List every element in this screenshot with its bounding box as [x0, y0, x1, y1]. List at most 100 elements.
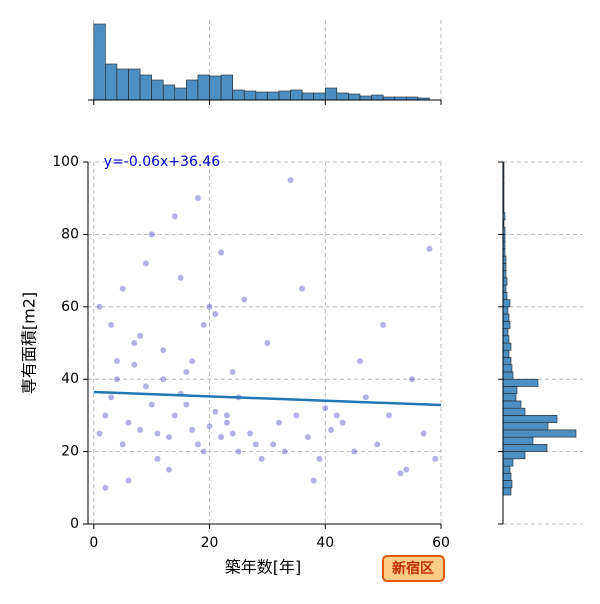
scatter-point [252, 440, 260, 448]
scatter-point [431, 455, 439, 463]
scatter-point [362, 393, 370, 401]
scatter-point [148, 401, 156, 408]
scatter-point [240, 296, 248, 304]
scatter-point [206, 303, 213, 311]
right-hist-bar [502, 277, 508, 286]
scatter-point [194, 194, 202, 202]
scatter-point [200, 448, 208, 456]
scatter-point [119, 440, 127, 448]
scatter-point [379, 321, 387, 329]
scatter-point [217, 249, 225, 256]
right-hist-bar [502, 299, 511, 308]
right-hist-bar [502, 320, 511, 329]
scatter-point [107, 393, 115, 401]
scatter-point [206, 422, 213, 430]
scatter-point [113, 357, 121, 365]
top-hist-bar [336, 92, 349, 101]
right-hist-bar [502, 313, 510, 322]
scatter-point [263, 339, 271, 347]
top-hist-bar [359, 95, 372, 101]
right-hist-bar [502, 393, 517, 402]
scatter-point [136, 426, 144, 434]
top-hist-bar [128, 68, 141, 101]
fit-label: y=-0.06x+36.46 [104, 154, 220, 170]
scatter-point [339, 419, 347, 427]
right-hist-bar [502, 328, 509, 337]
scatter-point [292, 411, 300, 419]
top-hist-bar [139, 74, 152, 101]
top-hist-bar [93, 23, 106, 101]
right-hist-bar [502, 342, 512, 351]
y-tick-label: 20 [61, 444, 79, 460]
top-hist-bar [267, 91, 280, 101]
scatter-point [258, 455, 266, 463]
top-hist-bar [290, 89, 303, 101]
top-hist-bar [243, 90, 257, 101]
right-hist-bar [502, 407, 526, 416]
badge-box [382, 555, 445, 582]
badge: 新宿区 [392, 560, 434, 577]
scatter-point [130, 361, 138, 369]
top-hist-bar [186, 79, 199, 101]
scatter-point [217, 433, 225, 441]
top-hist-bar [301, 92, 314, 101]
scatter-point [130, 339, 138, 347]
scatter-point [101, 484, 109, 492]
scatter-point [107, 321, 115, 329]
scatter-point [159, 375, 167, 383]
right-hist-bar [502, 386, 518, 394]
scatter-point [373, 440, 381, 448]
scatter-point [96, 303, 104, 311]
scatter-point [177, 274, 185, 282]
top-hist-bar [174, 87, 187, 101]
y-tick-label: 60 [61, 299, 79, 315]
scatter-point [333, 411, 341, 419]
right-hist-bar [502, 480, 513, 489]
scatter-point [385, 411, 393, 419]
right-hist-bar [502, 458, 514, 467]
scatter-point [402, 466, 410, 474]
top-hist-bar [220, 74, 233, 101]
scatter-point [356, 357, 364, 365]
scatter-point [182, 368, 190, 376]
scatter-point [153, 455, 161, 463]
scatter-point [188, 357, 196, 365]
scatter-point [235, 448, 242, 456]
right-hist-bar [502, 378, 539, 387]
scatter-point [188, 426, 196, 434]
top-hist-bar [197, 74, 210, 101]
scatter-point [165, 433, 173, 441]
top-hist-bar [324, 87, 338, 101]
top-hist-bar [232, 89, 245, 101]
x-tick-label: 20 [201, 535, 219, 551]
right-hist-bar [502, 292, 508, 300]
scatter-point [182, 401, 190, 408]
scatter-point [101, 411, 109, 419]
top-hist-bar [105, 63, 118, 101]
scatter-point [275, 419, 283, 427]
scatter-point [171, 411, 179, 419]
right-hist-bar [502, 364, 513, 373]
right-hist-bar [502, 335, 510, 344]
scatter-point [310, 477, 318, 485]
top-hist-bar [255, 91, 268, 101]
scatter-point [425, 245, 433, 253]
right-hist-bar [502, 473, 512, 481]
y-tick-label: 100 [52, 154, 79, 170]
y-tick-label: 80 [61, 226, 79, 242]
scatter-point [223, 419, 231, 427]
top-hist-bar [162, 84, 176, 101]
y-tick-label: 0 [70, 516, 79, 532]
scatter-point [125, 477, 132, 485]
scatter-point [153, 430, 161, 437]
fit-line [93, 390, 442, 407]
right-hist-bar [502, 357, 512, 366]
x-axis-label: 築年数[年] [225, 558, 302, 577]
right-hist-bar [502, 436, 534, 445]
scatter-point [287, 176, 294, 184]
top-hist-bar [209, 75, 222, 101]
scatter-point [321, 404, 329, 412]
scatter-point [159, 346, 167, 354]
scatter-point [142, 259, 150, 267]
right-hist-bar [502, 422, 549, 431]
